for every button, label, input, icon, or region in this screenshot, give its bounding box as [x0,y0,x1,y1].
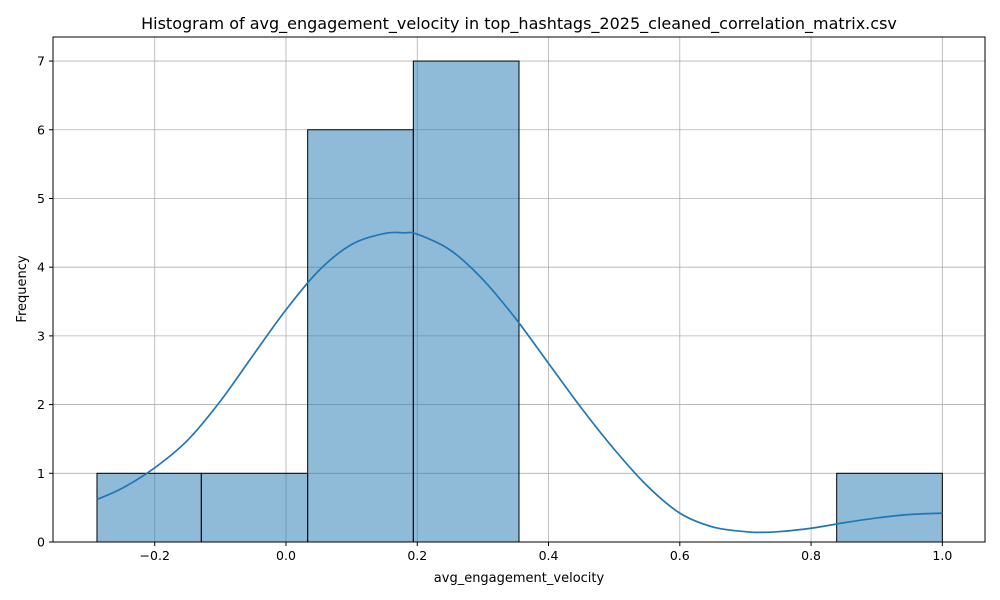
y-tick-label: 7 [37,54,45,69]
kde-curve-group [96,231,943,534]
x-axis-label: avg_engagement_velocity [434,571,605,586]
y-tick-label: 2 [37,397,45,412]
y-tick-label: 4 [37,260,45,275]
x-tick-label: 1.0 [932,548,952,563]
histogram-bar [96,472,202,543]
plot-frame [52,36,986,543]
x-tick-label: 0.8 [801,548,821,563]
x-axis-ticks: −0.2 0.0 0.2 0.4 0.6 0.8 1.0 [140,542,952,563]
y-axis-label: Frequency [15,255,30,322]
kde-curve [96,231,943,534]
x-tick-label: 0.0 [276,548,296,563]
x-tick-label: 0.4 [539,548,559,563]
x-tick-label: 0.2 [407,548,427,563]
histogram-bar [307,129,414,543]
histogram-bar [412,60,520,543]
y-tick-label: 3 [37,328,45,343]
histogram-bar [200,472,309,543]
y-tick-label: 5 [37,191,45,206]
histogram-bar [836,472,943,543]
y-axis-ticks: 0 1 2 3 4 5 6 7 [37,54,53,550]
x-tick-label: 0.6 [670,548,690,563]
chart-title: Histogram of avg_engagement_velocity in … [141,14,897,34]
x-tick-label: −0.2 [140,548,170,563]
y-tick-label: 0 [37,535,45,550]
y-tick-label: 1 [37,466,45,481]
y-tick-label: 6 [37,122,45,137]
